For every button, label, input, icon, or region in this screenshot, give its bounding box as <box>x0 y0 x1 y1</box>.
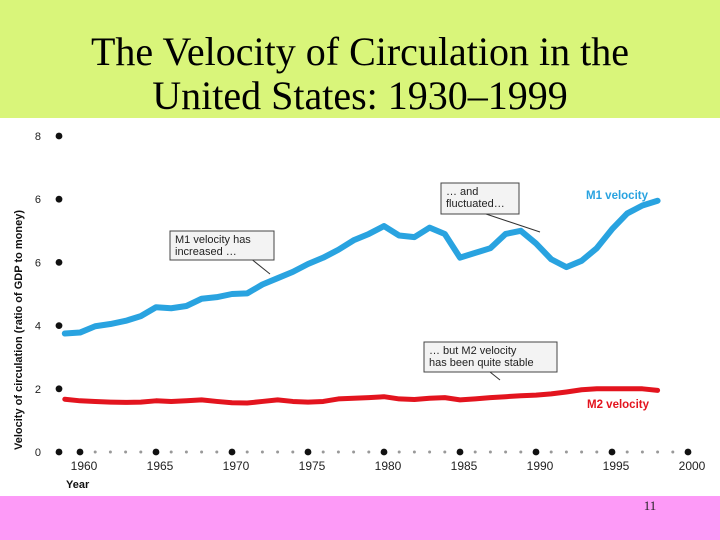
x-axis-dot <box>412 450 416 454</box>
x-tick-dot <box>608 448 616 456</box>
y-tick-dot <box>55 259 63 266</box>
x-tick-label: 1995 <box>603 459 630 473</box>
x-axis-dot <box>671 450 675 454</box>
x-axis-dot <box>519 450 523 454</box>
x-axis-dot <box>139 450 143 454</box>
x-axis-dot <box>184 450 188 454</box>
x-axis-dot <box>564 450 568 454</box>
x-tick-dot <box>76 448 84 456</box>
y-tick-dot <box>55 132 63 140</box>
annotation-box <box>423 341 558 373</box>
x-tick-dot <box>304 448 312 456</box>
annotation-text: has been quite stable <box>429 357 534 369</box>
x-axis-dot <box>428 450 432 454</box>
x-axis-dot <box>656 450 660 454</box>
annotation-box <box>169 230 275 261</box>
annotation-text: fluctuated… <box>446 198 505 210</box>
annotation-box <box>440 182 520 215</box>
y-tick-label: 4 <box>35 321 41 333</box>
annotation-text: … but M2 velocity <box>429 345 517 357</box>
y-tick-label: 8 <box>35 131 41 143</box>
x-axis-dot <box>260 450 264 454</box>
annotation-leader-line <box>489 371 501 381</box>
x-tick-dot <box>380 448 388 456</box>
x-axis-dot <box>336 450 340 454</box>
annotation-text: M1 velocity has <box>175 234 251 246</box>
x-tick-label: 2000 <box>679 459 706 473</box>
y-tick-dot <box>55 322 63 329</box>
x-tick-label: 1985 <box>451 459 478 473</box>
x-tick-dot <box>684 448 692 456</box>
slide-title-line-1: The Velocity of Circulation in the <box>90 29 630 74</box>
x-axis-dot <box>124 450 128 454</box>
annotation-text: increased … <box>175 246 237 258</box>
x-tick-label: 1960 <box>71 459 98 473</box>
y-tick-label: 2 <box>35 384 41 396</box>
x-axis-dot <box>504 450 508 454</box>
annotation-leader-line <box>479 211 541 233</box>
x-axis-title: Year <box>66 479 90 491</box>
x-tick-label: 1970 <box>223 459 250 473</box>
slide-title-line-2: United States: 1930–1999 <box>152 73 568 118</box>
x-axis-dot <box>108 450 112 454</box>
annotation-m1-fluctuated: … andfluctuated… <box>440 182 520 215</box>
x-axis-dot <box>640 450 644 454</box>
x-axis-dot <box>473 450 477 454</box>
y-tick-label: 6 <box>35 194 41 206</box>
x-axis-dot <box>367 450 371 454</box>
x-tick-label: 1965 <box>147 459 174 473</box>
x-tick-label: 1990 <box>527 459 554 473</box>
x-tick-dot <box>152 448 160 456</box>
x-axis-dot <box>200 450 204 454</box>
x-axis-dot <box>488 450 492 454</box>
x-axis-dot <box>352 450 356 454</box>
x-axis-dot <box>321 450 325 454</box>
velocity-chart: Velocity of circulation (ratio of GDP to… <box>0 118 720 496</box>
y-tick-dot <box>55 448 63 456</box>
slide-number: 11 <box>643 498 657 513</box>
x-tick-label: 1980 <box>375 459 402 473</box>
x-axis-dot <box>245 450 249 454</box>
x-axis-dot <box>595 450 599 454</box>
x-axis-dot <box>215 450 219 454</box>
annotation-text: … and <box>446 186 478 198</box>
title-band <box>0 0 720 122</box>
footer-band <box>0 496 720 540</box>
x-tick-dot <box>456 448 464 456</box>
x-tick-dot <box>532 448 540 456</box>
x-axis-dot <box>169 450 173 454</box>
m2-velocity-label: M2 velocity <box>587 399 650 411</box>
x-axis-dot <box>276 450 280 454</box>
y-tick-dot <box>55 385 63 393</box>
annotation-m1-increased: M1 velocity hasincreased … <box>169 230 275 261</box>
x-axis-dot <box>397 450 401 454</box>
x-axis-dot <box>93 450 97 454</box>
x-tick-dot <box>228 448 236 456</box>
x-axis-dot <box>549 450 553 454</box>
y-axis-title: Velocity of circulation (ratio of GDP to… <box>13 210 25 450</box>
y-tick-label: 6 <box>35 257 41 269</box>
x-axis-dot <box>443 450 447 454</box>
annotation-leader-line <box>249 257 271 275</box>
x-axis-dot <box>580 450 584 454</box>
m1-velocity-line <box>61 197 661 337</box>
x-tick-label: 1975 <box>299 459 326 473</box>
y-tick-dot <box>55 195 63 203</box>
y-tick-label: 0 <box>35 447 41 459</box>
x-axis-dot <box>291 450 295 454</box>
m1-velocity-label: M1 velocity <box>586 190 649 202</box>
m2-velocity-line <box>62 386 661 406</box>
x-axis-dot <box>625 450 629 454</box>
slide-title: The Velocity of Circulation in the Unite… <box>20 30 700 118</box>
